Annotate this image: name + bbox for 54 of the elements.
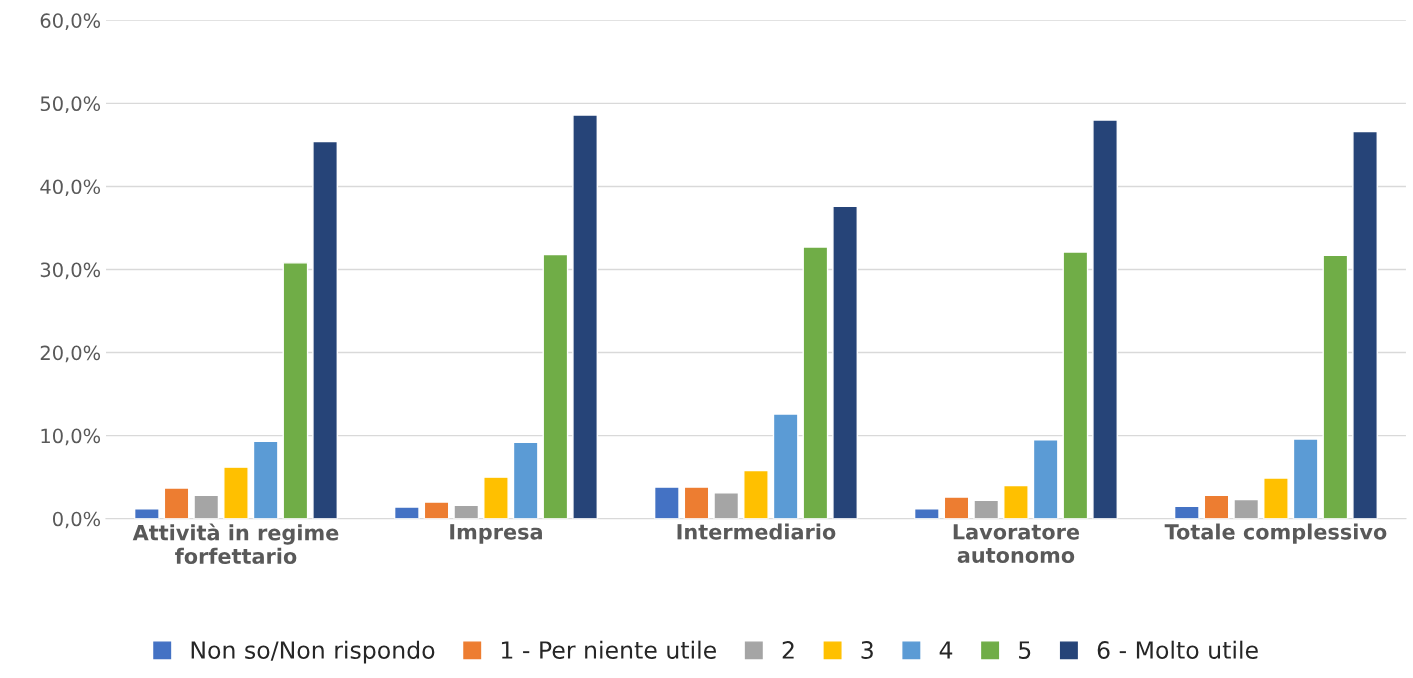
y-tick-label: 0,0%: [53, 511, 101, 529]
bar: [713, 492, 740, 519]
legend-label: 1 - Per niente utile: [501, 640, 716, 659]
bar: [683, 486, 710, 519]
bar: [453, 504, 480, 519]
legend-label: 2: [782, 641, 794, 659]
bar: [223, 466, 249, 519]
bar: [1352, 130, 1378, 519]
bar: [1263, 477, 1289, 519]
bar: [252, 440, 279, 519]
bar: [1032, 439, 1059, 519]
bar: [1203, 494, 1230, 519]
y-tick-label: 10,0%: [41, 428, 101, 446]
y-tick-label: 40,0%: [40, 179, 101, 197]
bar: [772, 413, 799, 519]
legend-label: 4: [939, 641, 953, 659]
x-tick-label: Totale complessivo: [1164, 523, 1387, 544]
bar: [163, 487, 190, 519]
bar: [193, 494, 220, 519]
bar: [1292, 438, 1319, 519]
bar: [653, 486, 680, 519]
bar: [1173, 505, 1200, 519]
legend-label: 6 - Molto utile: [1097, 640, 1258, 659]
bar: [743, 469, 769, 519]
bar: [832, 205, 858, 519]
bar: [512, 441, 539, 519]
bar: [542, 253, 569, 519]
x-tick-label: Intermediario: [677, 523, 836, 540]
bar: [393, 506, 420, 519]
y-tick-label: 20,0%: [40, 345, 101, 363]
bar: [282, 262, 309, 519]
bar: [1062, 251, 1089, 519]
bar: [133, 508, 160, 519]
bar: [1233, 498, 1260, 519]
bar: [572, 114, 598, 519]
legend-label: 5: [1019, 641, 1031, 659]
y-tick-label: 30,0%: [40, 262, 101, 280]
bar: [1003, 484, 1029, 519]
bar: [913, 508, 940, 519]
y-tick-label: 50,0%: [40, 96, 101, 114]
x-tick-label: Impresa: [450, 524, 542, 544]
bar: [1322, 254, 1349, 519]
bar: [483, 476, 509, 519]
bar: [423, 501, 450, 519]
bar: [943, 496, 970, 519]
x-tick-label: Attività in regime forfettario: [132, 523, 339, 564]
bar: [312, 140, 338, 519]
bar: [1092, 119, 1118, 519]
bar: [802, 246, 829, 519]
bar: [973, 499, 1000, 519]
legend-label: Non so/Non rispondo: [191, 640, 435, 664]
legend-label: 3: [861, 641, 873, 659]
x-tick-label: Lavoratore autonomo: [953, 524, 1080, 563]
y-tick-label: 60,0%: [40, 13, 101, 30]
